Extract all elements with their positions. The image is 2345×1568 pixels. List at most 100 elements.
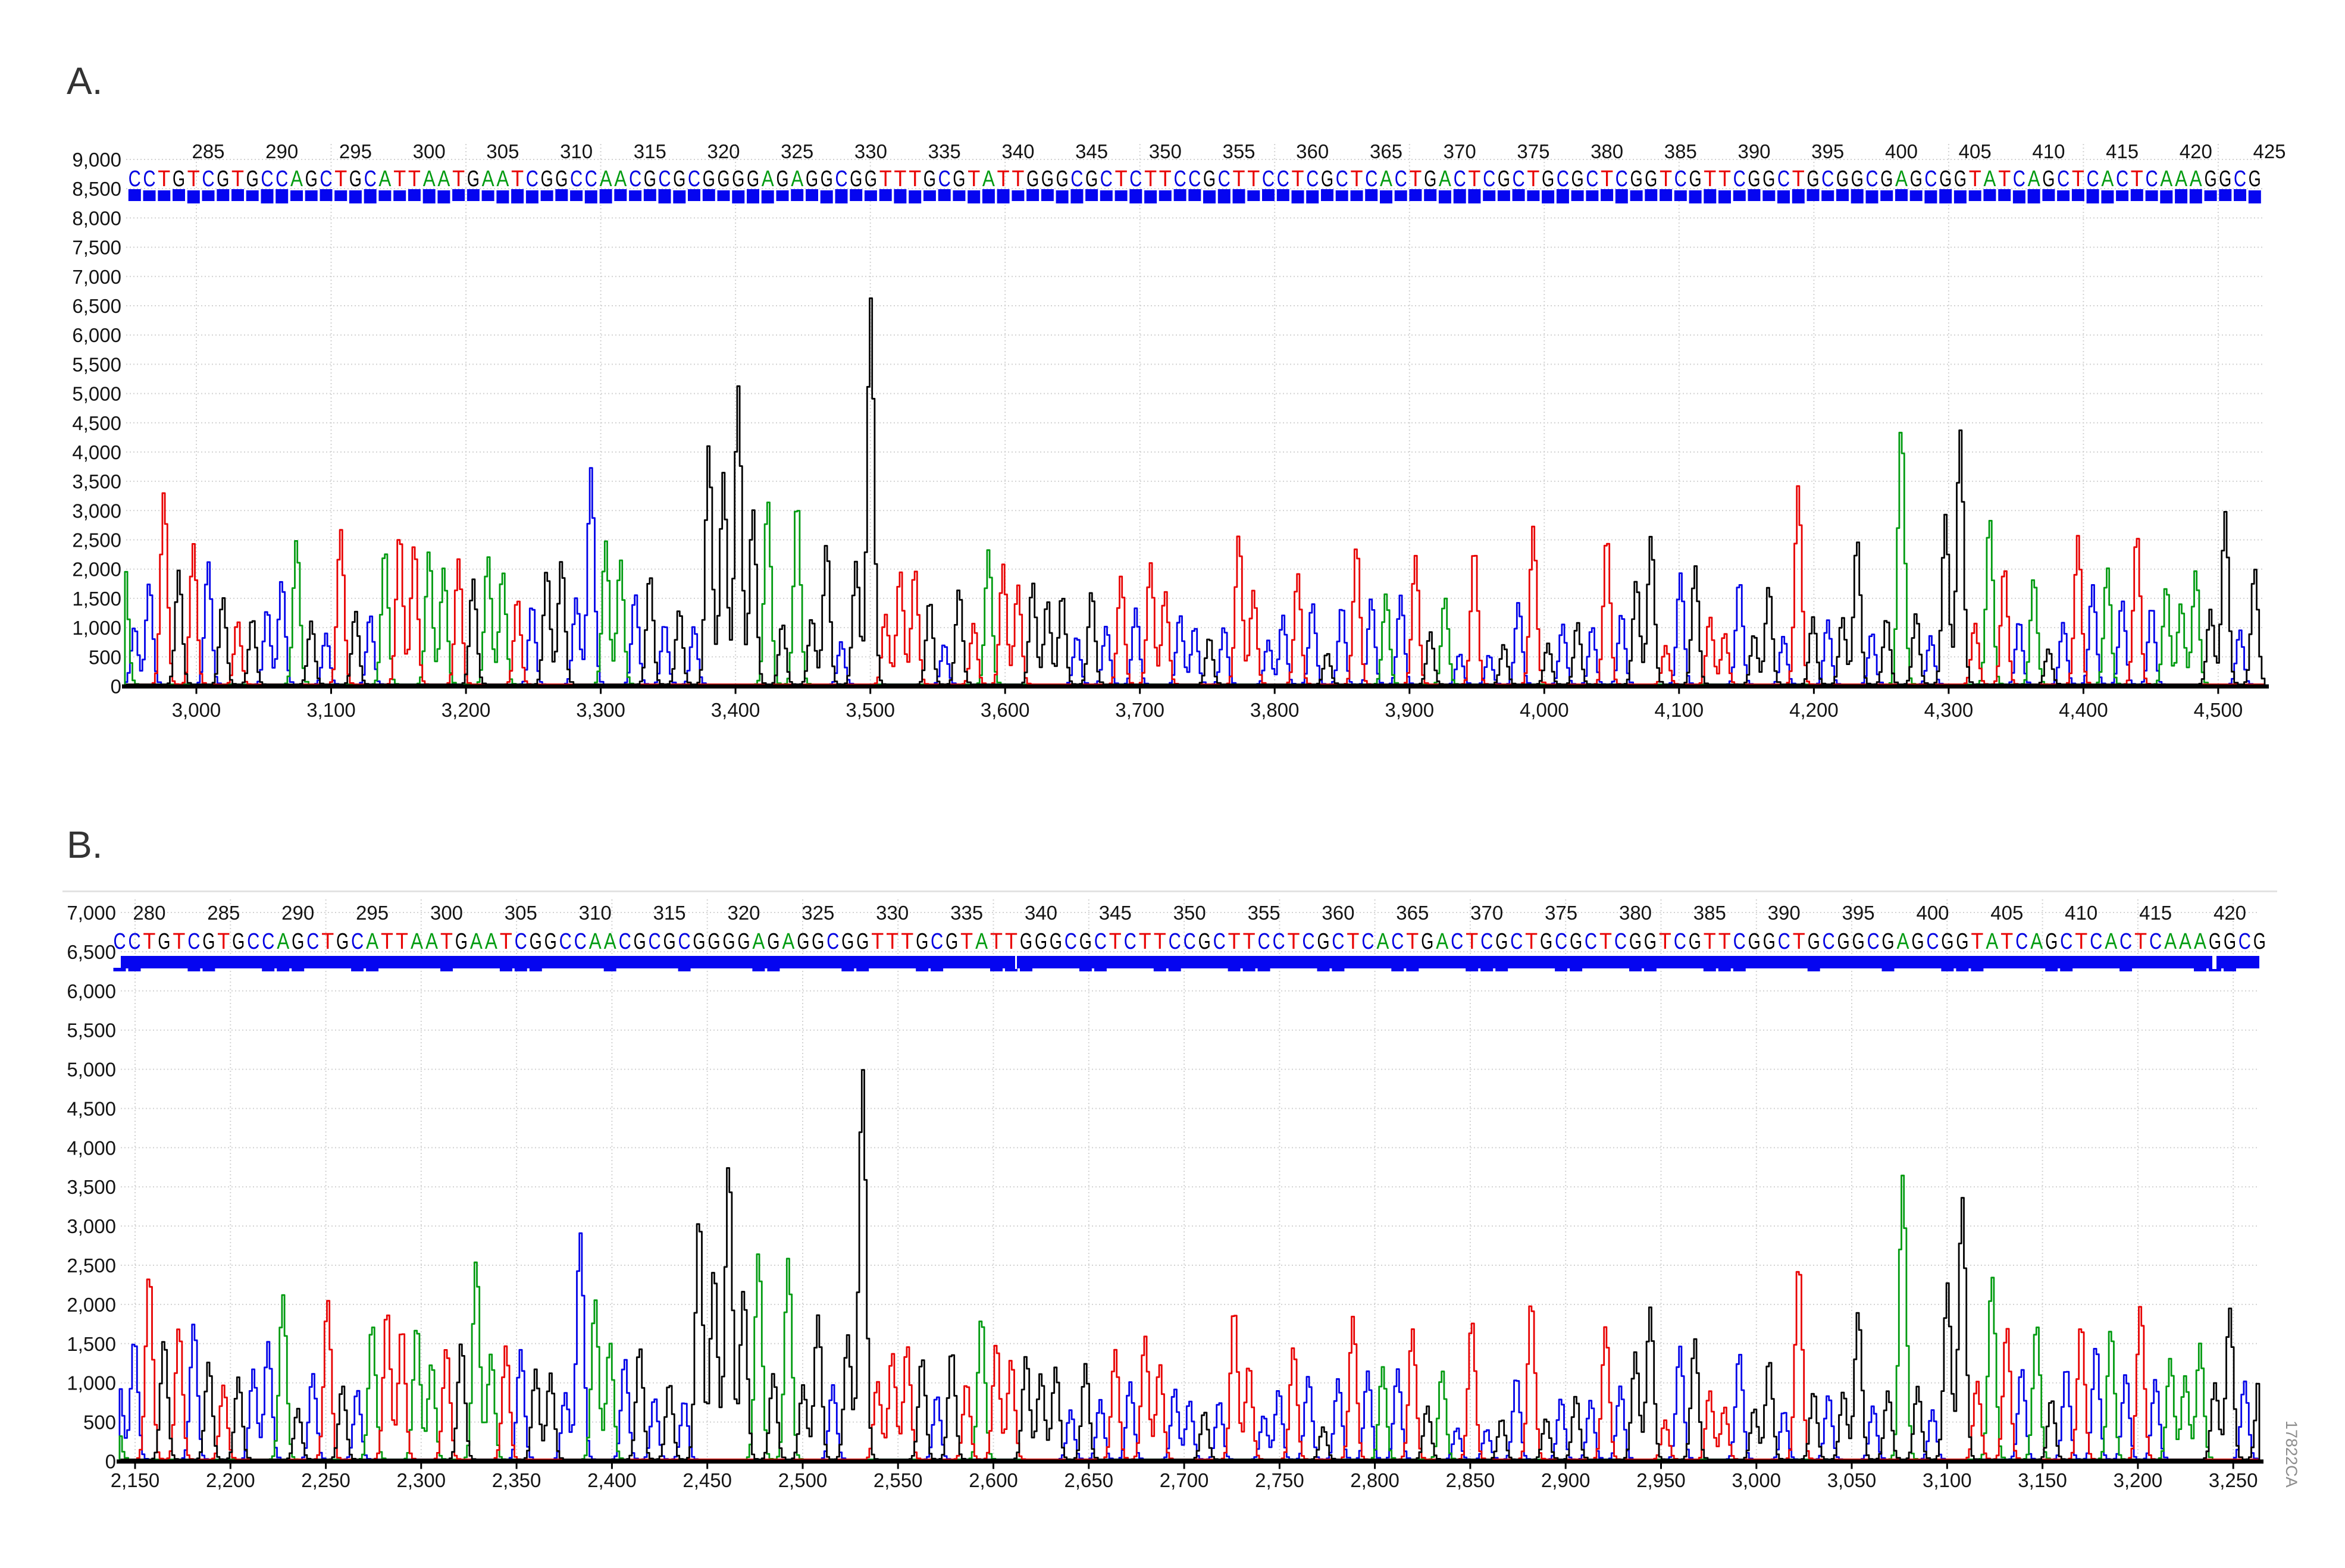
svg-text:G: G [2253,929,2266,954]
svg-text:A: A [423,167,436,192]
svg-text:T: T [1406,929,1419,954]
svg-text:355: 355 [1248,902,1280,924]
svg-text:C: C [114,929,126,954]
svg-text:295: 295 [339,140,372,162]
svg-text:G: G [202,929,215,954]
svg-text:T: T [1144,167,1157,192]
svg-text:8,000: 8,000 [72,207,121,229]
svg-text:A: A [975,929,988,954]
svg-text:17822CA: 17822CA [2283,1420,2300,1488]
svg-text:A: A [791,167,804,192]
svg-text:C: C [1733,929,1746,954]
svg-text:2,250: 2,250 [301,1469,350,1491]
svg-text:T: T [217,929,230,954]
svg-text:T: T [1793,929,1805,954]
svg-text:C: C [1586,167,1598,192]
svg-text:T: T [396,929,408,954]
svg-text:C: C [1674,929,1686,954]
svg-text:C: C [1213,929,1226,954]
svg-text:C: C [1303,929,1315,954]
svg-text:C: C [2087,167,2099,192]
svg-text:325: 325 [802,902,834,924]
svg-text:G: G [217,167,229,192]
svg-text:A: A [2179,929,2192,954]
svg-text:4,000: 4,000 [1520,699,1569,721]
svg-text:335: 335 [950,902,983,924]
svg-text:G: G [1645,167,1657,192]
svg-text:G: G [1630,167,1643,192]
svg-text:T: T [960,929,973,954]
svg-text:390: 390 [1768,902,1801,924]
svg-text:340: 340 [1025,902,1057,924]
svg-text:G: G [1852,929,1865,954]
svg-text:A: A [604,929,617,954]
svg-text:310: 310 [560,140,593,162]
svg-text:C: C [515,929,527,954]
svg-text:G: G [1748,167,1761,192]
svg-text:410: 410 [2032,140,2065,162]
svg-text:280: 280 [133,902,165,924]
svg-text:G: G [806,167,818,192]
svg-text:T: T [894,167,906,192]
svg-text:C: C [835,167,848,192]
svg-text:G: G [1912,929,1924,954]
svg-text:A: A [982,167,995,192]
svg-text:320: 320 [727,902,760,924]
svg-text:A: A [1897,929,1910,954]
svg-text:3,200: 3,200 [442,699,491,721]
svg-text:5,000: 5,000 [67,1059,116,1081]
svg-text:G: G [173,167,185,192]
svg-text:T: T [1659,929,1671,954]
svg-text:380: 380 [1619,902,1652,924]
svg-text:C: C [938,167,951,192]
svg-text:C: C [659,167,671,192]
svg-text:340: 340 [1001,140,1034,162]
svg-text:2,650: 2,650 [1065,1469,1114,1491]
svg-text:G: G [1910,167,1923,192]
svg-text:T: T [2072,167,2084,192]
svg-text:G: G [2205,167,2217,192]
svg-text:G: G [2249,167,2261,192]
svg-text:G: G [1629,929,1642,954]
svg-text:C: C [1866,167,1878,192]
svg-text:C: C [143,167,156,192]
svg-text:G: G [1540,929,1552,954]
svg-text:G: G [467,167,480,192]
svg-text:T: T [1109,929,1122,954]
svg-text:420: 420 [2213,902,2246,924]
svg-text:G: G [1837,929,1850,954]
svg-text:C: C [1927,929,1939,954]
svg-text:C: C [275,167,288,192]
svg-text:C: C [1733,167,1746,192]
svg-text:2,500: 2,500 [778,1469,828,1491]
svg-text:1,000: 1,000 [67,1372,116,1394]
svg-text:2,300: 2,300 [397,1469,446,1491]
svg-text:375: 375 [1545,902,1577,924]
svg-text:4,500: 4,500 [2194,699,2243,721]
svg-text:T: T [1288,929,1300,954]
svg-text:G: G [703,167,715,192]
svg-text:C: C [1306,167,1319,192]
svg-text:G: G [555,167,568,192]
svg-text:C: C [1100,167,1113,192]
svg-text:395: 395 [1842,902,1875,924]
svg-text:2,700: 2,700 [1160,1469,1209,1491]
svg-text:A: A [470,929,483,954]
svg-text:T: T [1292,167,1304,192]
svg-text:C: C [1365,167,1377,192]
svg-text:C: C [262,929,274,954]
svg-text:T: T [1247,167,1260,192]
svg-text:T: T [2075,929,2087,954]
svg-text:C: C [129,929,141,954]
svg-text:3,700: 3,700 [1115,699,1164,721]
svg-text:3,000: 3,000 [172,699,221,721]
svg-text:G: G [1880,167,1893,192]
svg-text:C: C [202,167,215,192]
svg-text:C: C [826,929,839,954]
svg-text:365: 365 [1396,902,1429,924]
svg-text:T: T [2134,929,2147,954]
svg-text:C: C [629,167,641,192]
svg-text:T: T [1718,167,1731,192]
svg-text:425: 425 [2253,140,2285,162]
svg-text:G: G [305,167,318,192]
